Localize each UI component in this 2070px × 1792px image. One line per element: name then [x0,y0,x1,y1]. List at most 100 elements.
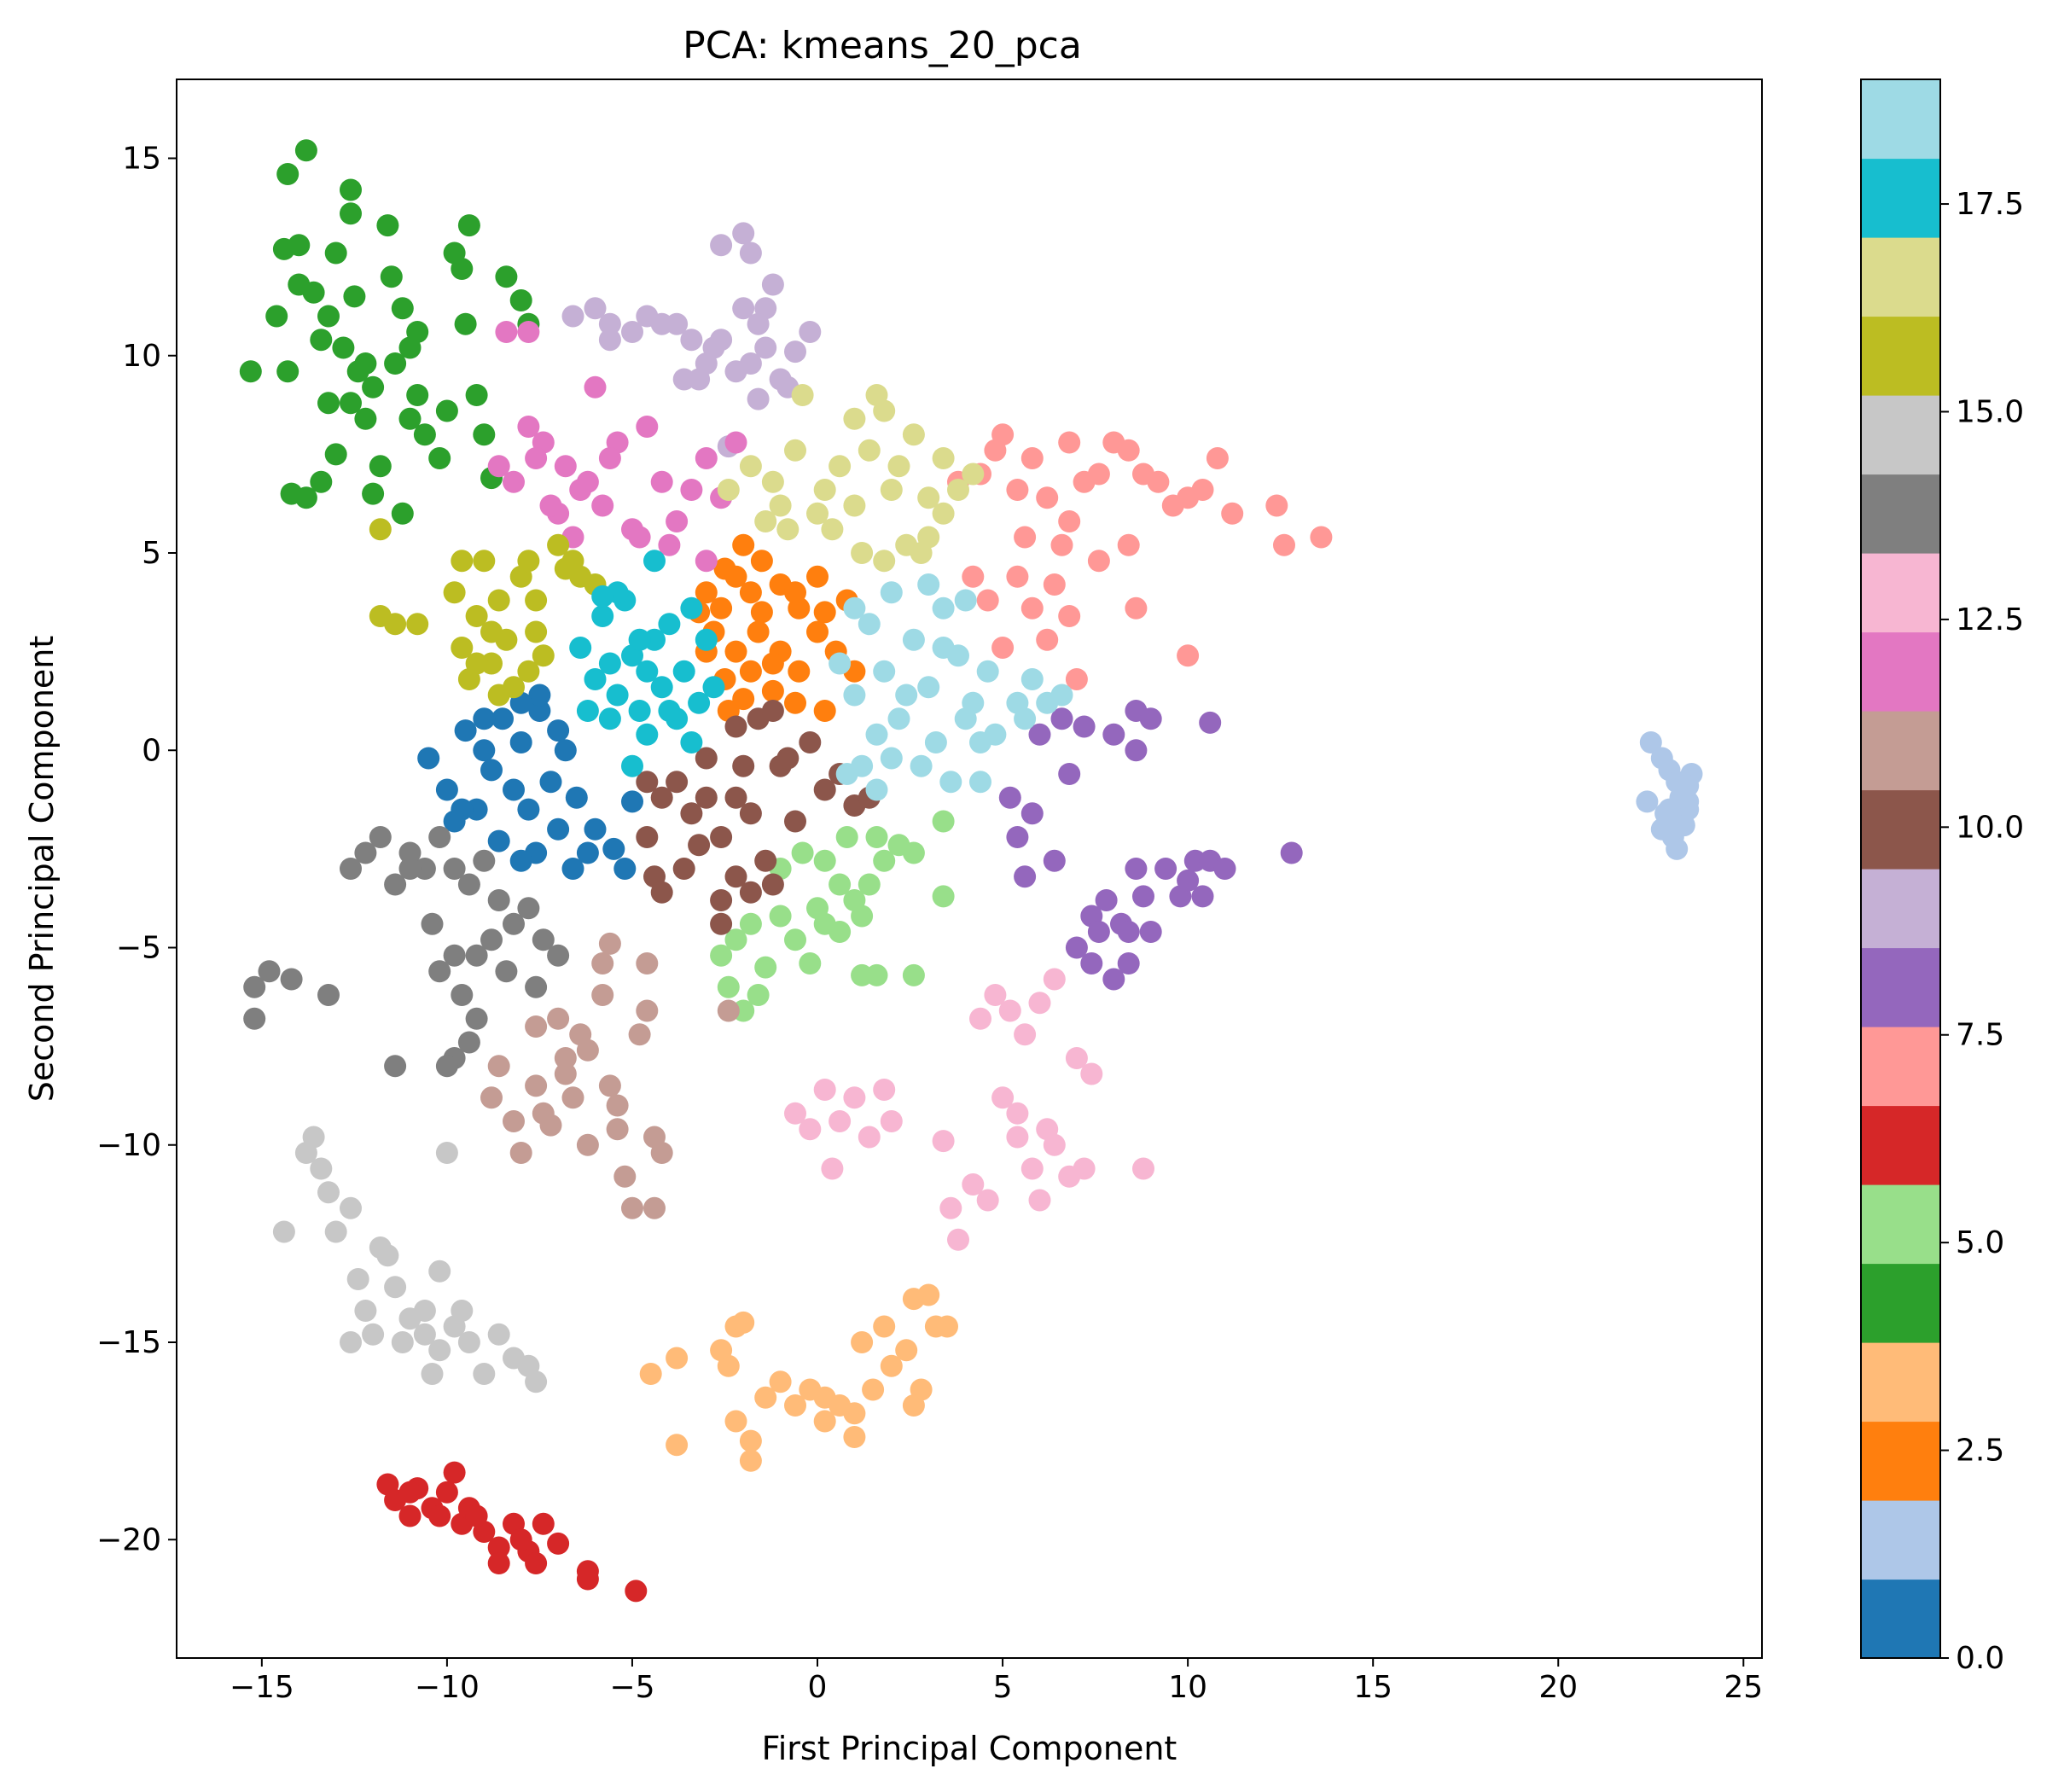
data-point [1036,1118,1059,1141]
data-point [509,1528,532,1551]
data-point [554,557,577,580]
data-point [969,771,991,794]
data-point [1080,1062,1103,1085]
data-point [851,905,874,928]
data-point [1280,841,1303,864]
data-point [680,596,703,620]
data-point [636,826,659,848]
data-point [584,668,607,690]
data-point [902,841,925,864]
data-point [487,889,510,911]
data-point [1117,439,1140,462]
data-point [932,1130,955,1153]
data-point [695,628,718,651]
data-point [1154,858,1177,880]
data-point [380,265,403,288]
data-point [443,810,466,833]
data-point [710,826,733,848]
data-point [750,550,773,573]
data-point [576,700,599,722]
data-point [317,984,340,1006]
data-point [532,1102,555,1125]
data-point [584,297,607,320]
data-point [1014,1023,1037,1046]
data-point [636,660,659,683]
data-point [606,1118,629,1141]
y-tick-label: 10 [122,339,161,374]
data-point [465,652,488,675]
data-point [369,455,392,478]
data-point [695,550,718,573]
data-point [473,849,496,872]
data-point [332,336,355,359]
data-point [465,605,488,627]
data-point [547,719,570,742]
data-point [343,285,366,308]
data-point [784,810,806,833]
data-point [939,1196,962,1219]
data-point [784,1102,806,1125]
colorbar-ticks: 0.0 2.5 5.0 7.5 10.0 12.5 15.0 17.5 [1940,187,2024,1676]
data-point [1177,869,1200,892]
data-point [1058,431,1081,454]
data-point [346,1268,369,1290]
data-point [517,416,540,438]
data-point [340,858,362,880]
data-point [1014,526,1037,549]
y-tick-label: 5 [142,536,161,571]
data-point [598,707,621,730]
data-point [1050,707,1073,730]
data-point [843,407,866,430]
data-point [813,1079,836,1101]
data-point [1654,802,1678,825]
data-point [724,431,747,454]
data-point [276,360,299,383]
data-point [369,518,392,541]
data-point [858,439,881,462]
data-point [528,700,551,722]
cluster-3 [639,1283,958,1472]
data-point [340,202,362,225]
data-point [739,241,762,265]
data-point [776,747,800,770]
x-axis-ticks: −15 −10 −5 0 5 10 15 20 25 [230,1658,1763,1705]
data-point [806,565,829,588]
data-point [288,273,311,296]
data-point [421,1363,444,1385]
data-point [340,1196,362,1219]
data-point [947,479,969,501]
data-point [457,1031,480,1054]
data-point [924,731,947,753]
data-point [503,1110,525,1132]
data-point [591,494,614,517]
colorbar-segment [1861,1105,1940,1185]
data-point [324,1220,347,1243]
colorbar-segment [1861,1184,1940,1265]
data-point [628,1023,651,1046]
colorbar-segment [1861,1579,1940,1659]
colorbar-frame [1860,79,1941,1659]
data-point [880,479,903,501]
data-point [1206,447,1229,469]
data-point [1265,494,1288,517]
data-point [465,1504,488,1527]
data-point [584,375,607,399]
data-point [1043,968,1066,991]
data-point [695,747,718,770]
data-point [1036,628,1059,651]
data-point [443,858,466,880]
data-point [340,1331,362,1353]
data-point [724,928,747,951]
data-point [1014,707,1037,730]
data-point [413,423,436,446]
data-point [939,771,962,794]
data-point [569,637,592,659]
data-point [806,502,829,525]
data-point [902,963,925,986]
data-point [688,691,711,714]
colorbar-segment [1861,789,1940,870]
data-point [398,858,422,880]
data-point [480,759,503,782]
data-point [761,273,784,296]
x-tick-label: 10 [1168,1670,1207,1705]
